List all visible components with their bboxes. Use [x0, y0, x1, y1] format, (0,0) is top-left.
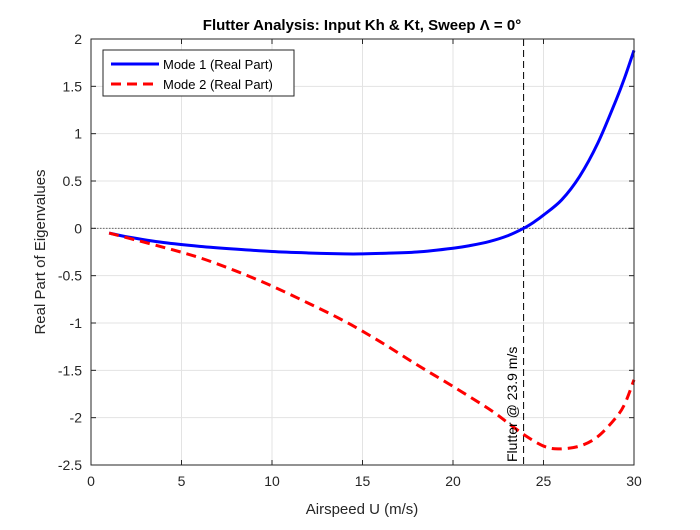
y-tick-label: -1 — [70, 315, 83, 331]
y-tick-label: 2 — [74, 31, 82, 47]
y-tick-label: -2.5 — [58, 457, 82, 473]
x-tick-label: 10 — [264, 473, 280, 489]
y-tick-label: 1.5 — [63, 78, 83, 94]
y-tick-label: -1.5 — [58, 362, 82, 378]
y-axis-label: Real Part of Eigenvalues — [32, 169, 49, 334]
x-tick-label: 0 — [87, 473, 95, 489]
series-group — [108, 49, 636, 451]
reference-lines — [91, 39, 634, 465]
y-tick-label: 0 — [74, 220, 82, 236]
x-tick-label: 30 — [626, 473, 642, 489]
legend-label-mode-1: Mode 1 (Real Part) — [163, 57, 273, 72]
flutter-annotation: Flutter @ 23.9 m/s — [504, 347, 520, 462]
y-tick-label: 1 — [74, 126, 82, 142]
legend: Mode 1 (Real Part) Mode 2 (Real Part) — [102, 49, 295, 97]
chart-title: Flutter Analysis: Input Kh & Kt, Sweep Λ… — [203, 17, 521, 34]
x-tick-label: 5 — [178, 473, 186, 489]
series-line-mode-1 — [108, 49, 636, 256]
y-tick-label: -0.5 — [58, 268, 82, 284]
y-tick-label: -2 — [70, 410, 83, 426]
series-line-mode-2 — [108, 231, 636, 451]
x-axis-label: Airspeed U (m/s) — [306, 501, 419, 518]
legend-label-mode-2: Mode 2 (Real Part) — [163, 77, 273, 92]
y-tick-label: 0.5 — [63, 173, 83, 189]
x-tick-label: 20 — [445, 473, 461, 489]
x-tick-label: 25 — [536, 473, 552, 489]
x-tick-label: 15 — [355, 473, 371, 489]
legend-box — [102, 49, 295, 97]
axis-ticks: 0 5 10 15 20 25 30 -2.5 -2 -1.5 -1 -0.5 0 0.5 1 1.5 2 — [58, 31, 642, 489]
